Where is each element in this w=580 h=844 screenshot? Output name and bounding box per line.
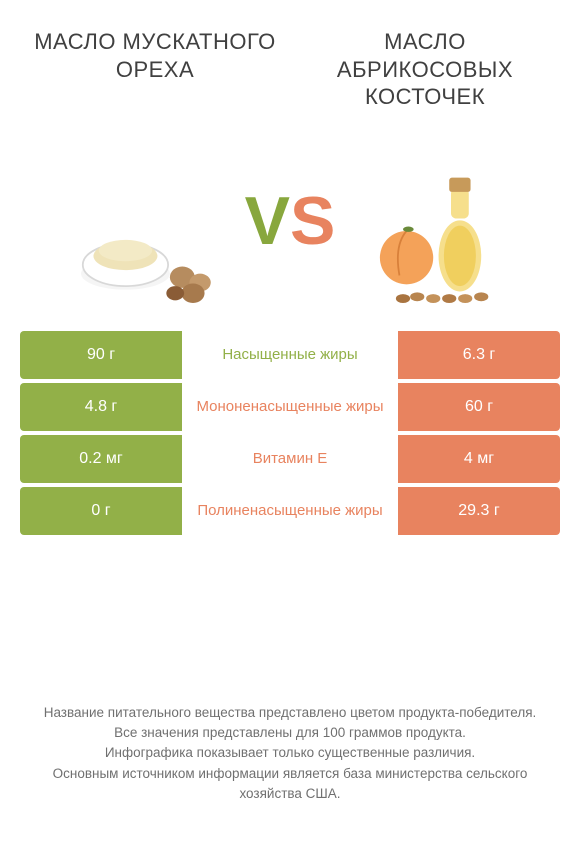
product-left-image — [55, 131, 235, 311]
table-row: 0 гПолиненасыщенные жиры29.3 г — [20, 487, 560, 535]
value-right: 60 г — [398, 383, 560, 431]
footer: Название питательного вещества представл… — [0, 703, 580, 804]
table-row: 4.8 гМононенасыщенные жиры60 г — [20, 383, 560, 431]
nutrient-label: Полиненасыщенные жиры — [182, 487, 398, 535]
footer-line-1: Название питательного вещества представл… — [28, 703, 552, 723]
vs-label: VS — [245, 187, 336, 255]
product-left-title: МАСЛО МУСКАТНОГО ОРЕХА — [31, 28, 279, 111]
nutrient-label: Насыщенные жиры — [182, 331, 398, 379]
comparison-table: 90 гНасыщенные жиры6.3 г4.8 гМононенасыщ… — [0, 331, 580, 535]
value-right: 29.3 г — [398, 487, 560, 535]
table-row: 90 гНасыщенные жиры6.3 г — [20, 331, 560, 379]
value-left: 0 г — [20, 487, 182, 535]
footer-line-4: Основным источником информации является … — [28, 764, 552, 805]
value-left: 0.2 мг — [20, 435, 182, 483]
value-right: 6.3 г — [398, 331, 560, 379]
value-left: 90 г — [20, 331, 182, 379]
product-right-image — [345, 131, 525, 311]
value-left: 4.8 г — [20, 383, 182, 431]
table-row: 0.2 мгВитамин E4 мг — [20, 435, 560, 483]
footer-line-3: Инфографика показывает только существенн… — [28, 743, 552, 763]
header: МАСЛО МУСКАТНОГО ОРЕХА МАСЛО АБРИКОСОВЫХ… — [0, 0, 580, 121]
vs-v: V — [245, 187, 290, 255]
nutrient-label: Витамин E — [182, 435, 398, 483]
product-right-title: МАСЛО АБРИКОСОВЫХ КОСТОЧЕК — [301, 28, 549, 111]
footer-line-2: Все значения представлены для 100 граммо… — [28, 723, 552, 743]
value-right: 4 мг — [398, 435, 560, 483]
visual-row: VS — [0, 121, 580, 331]
nutrient-label: Мононенасыщенные жиры — [182, 383, 398, 431]
vs-s: S — [290, 187, 335, 255]
